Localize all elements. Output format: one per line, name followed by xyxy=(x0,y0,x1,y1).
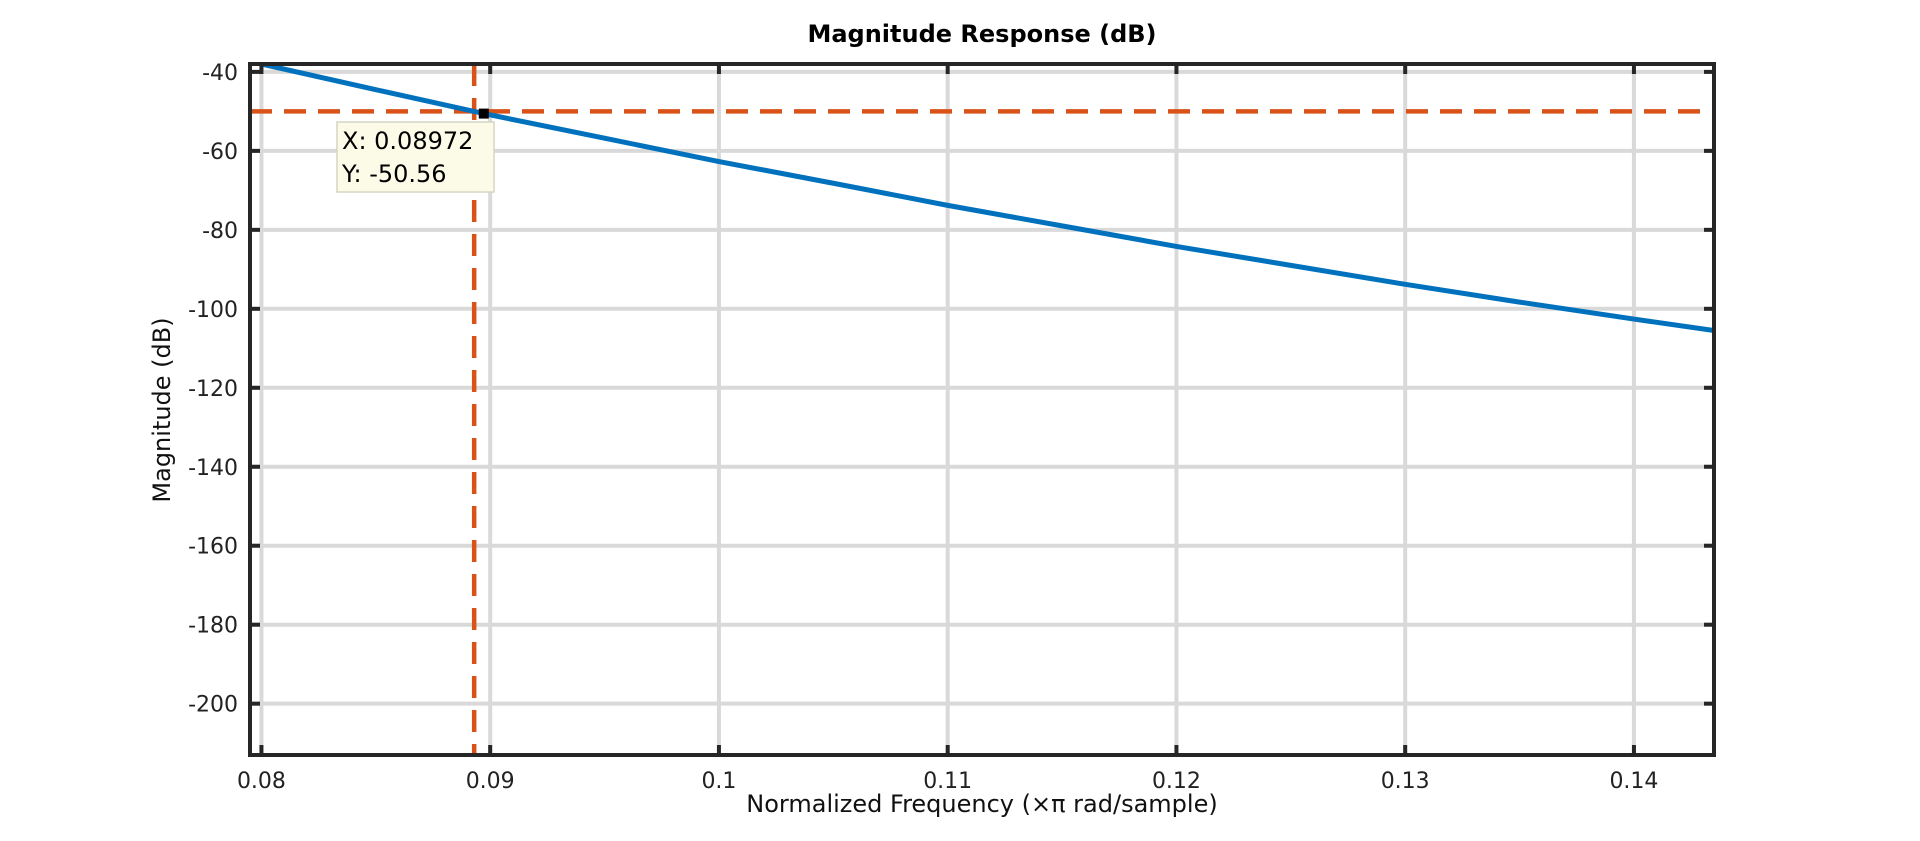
x-tick-label: 0.09 xyxy=(466,769,515,794)
datatip[interactable]: X: 0.08972 Y: -50.56 xyxy=(336,108,495,193)
chart-title: Magnitude Response (dB) xyxy=(807,20,1156,48)
y-axis-label: Magnitude (dB) xyxy=(148,317,176,502)
y-tick-label: -80 xyxy=(202,219,238,244)
datatip-marker[interactable] xyxy=(478,108,489,119)
x-axis-label: Normalized Frequency (×π rad/sample) xyxy=(746,790,1217,818)
y-tick-label: -120 xyxy=(188,377,238,402)
x-tick-label: 0.11 xyxy=(923,769,972,794)
magnitude-series-line[interactable] xyxy=(250,61,1714,334)
x-tick-label: 0.1 xyxy=(701,769,736,794)
y-tick-label: -160 xyxy=(188,535,238,560)
y-tick-label: -140 xyxy=(188,456,238,481)
data-series[interactable] xyxy=(250,61,1714,334)
tick-labels: 0.08 0.09 0.1 0.11 0.12 0.13 0.14 -40 -60 -80 -100… xyxy=(188,61,1658,794)
y-tick-label: -180 xyxy=(188,614,238,639)
datatip-y-value: Y: -50.56 xyxy=(341,160,447,188)
y-tick-label: -100 xyxy=(188,298,238,323)
axis-ticks xyxy=(250,64,1714,755)
y-tick-label: -60 xyxy=(202,140,238,165)
x-tick-label: 0.08 xyxy=(237,769,286,794)
y-tick-label: -200 xyxy=(188,693,238,718)
x-tick-label: 0.12 xyxy=(1152,769,1201,794)
x-tick-label: 0.13 xyxy=(1381,769,1430,794)
datatip-box xyxy=(336,121,495,193)
datatip-x-value: X: 0.08972 xyxy=(342,127,473,155)
plot-frame xyxy=(248,62,1716,757)
x-tick-label: 0.14 xyxy=(1609,769,1658,794)
y-tick-label: -40 xyxy=(202,61,238,86)
